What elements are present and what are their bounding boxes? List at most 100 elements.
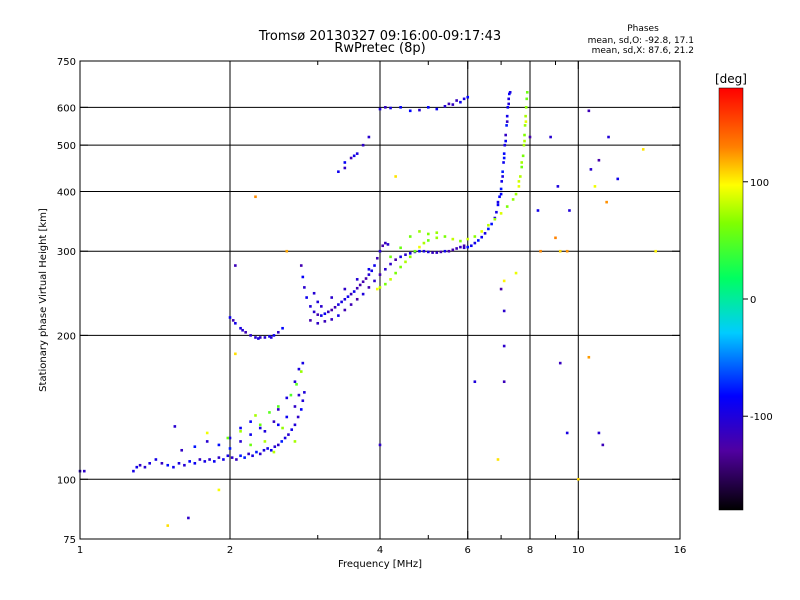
data-point <box>333 305 337 309</box>
data-point <box>520 161 524 164</box>
data-point <box>255 450 258 454</box>
data-point <box>565 249 569 253</box>
data-point <box>355 278 359 281</box>
data-point <box>297 393 301 397</box>
data-point <box>241 328 244 332</box>
data-point <box>316 313 320 316</box>
data-point <box>266 447 269 450</box>
data-point <box>285 396 289 400</box>
x-axis-label: Frequency [MHz] <box>338 559 422 570</box>
data-point <box>361 143 365 147</box>
data-point <box>373 264 376 267</box>
data-point <box>587 109 591 113</box>
y-tick-label: 100 <box>57 475 76 486</box>
data-point <box>293 423 297 427</box>
data-point <box>466 95 470 99</box>
data-point <box>473 380 477 384</box>
data-point <box>323 320 327 323</box>
data-point <box>528 135 532 139</box>
data-point <box>487 223 490 227</box>
data-point <box>451 248 455 252</box>
data-point <box>394 175 397 178</box>
data-point <box>269 448 273 452</box>
data-point <box>166 463 170 467</box>
data-point <box>276 405 280 408</box>
chart-subtitle: RwPretec (8p) <box>334 41 425 56</box>
data-point <box>330 318 334 321</box>
data-point <box>426 239 430 242</box>
data-point <box>539 249 542 253</box>
data-point <box>502 152 506 155</box>
data-point <box>443 235 447 238</box>
data-point <box>404 253 407 257</box>
data-point <box>493 217 497 221</box>
data-point <box>418 230 421 233</box>
data-point <box>502 156 506 160</box>
chart-title: Tromsø 20130327 09:16:00-09:17:43 <box>258 29 501 44</box>
data-point <box>466 245 470 249</box>
data-point <box>499 192 503 196</box>
data-point <box>524 120 528 123</box>
data-point <box>384 267 387 271</box>
x-tick-label: 2 <box>227 545 233 556</box>
data-point <box>217 488 221 492</box>
data-point <box>367 286 371 289</box>
data-point <box>367 135 371 139</box>
data-point <box>616 177 620 181</box>
data-point <box>549 135 552 139</box>
data-point <box>462 246 466 250</box>
data-point <box>337 314 340 317</box>
data-point <box>166 524 170 527</box>
data-point <box>554 236 557 240</box>
data-point <box>384 241 387 245</box>
data-point <box>378 107 382 111</box>
data-point <box>422 241 426 245</box>
x-tick-label: 4 <box>377 545 383 556</box>
data-point <box>597 158 601 162</box>
data-point <box>239 426 242 430</box>
data-point <box>593 185 597 188</box>
data-point <box>496 200 500 204</box>
data-point <box>272 450 276 454</box>
data-point <box>522 143 526 147</box>
colorbar <box>718 87 744 511</box>
x-tick-label: 10 <box>572 545 585 556</box>
data-point <box>504 139 507 143</box>
data-point <box>263 430 267 433</box>
data-point <box>519 175 522 178</box>
data-point <box>517 180 521 183</box>
data-point <box>239 430 242 433</box>
data-point <box>587 355 591 359</box>
data-point <box>520 165 524 169</box>
data-point <box>435 231 439 234</box>
stats-heading: Phases <box>627 24 659 34</box>
data-point <box>601 443 605 447</box>
data-point <box>500 180 504 183</box>
data-point <box>273 445 277 448</box>
data-point <box>605 200 608 204</box>
data-point <box>187 516 190 520</box>
data-point <box>473 241 477 245</box>
data-point <box>293 405 297 408</box>
data-point <box>138 463 142 467</box>
x-tick-label: 8 <box>527 545 533 556</box>
data-point <box>226 454 230 458</box>
data-point <box>418 108 421 112</box>
data-point <box>226 436 230 440</box>
data-point <box>480 235 484 239</box>
data-point <box>272 334 276 337</box>
data-point <box>525 97 529 101</box>
data-point <box>399 106 402 109</box>
data-point <box>316 321 320 325</box>
data-point <box>443 249 447 253</box>
data-point <box>297 367 301 371</box>
data-point <box>459 245 462 249</box>
data-point <box>455 99 458 102</box>
data-point <box>160 462 164 465</box>
data-point <box>358 283 362 287</box>
data-point <box>309 319 312 322</box>
data-point <box>378 249 382 253</box>
data-point <box>523 139 526 143</box>
data-point <box>511 198 515 201</box>
